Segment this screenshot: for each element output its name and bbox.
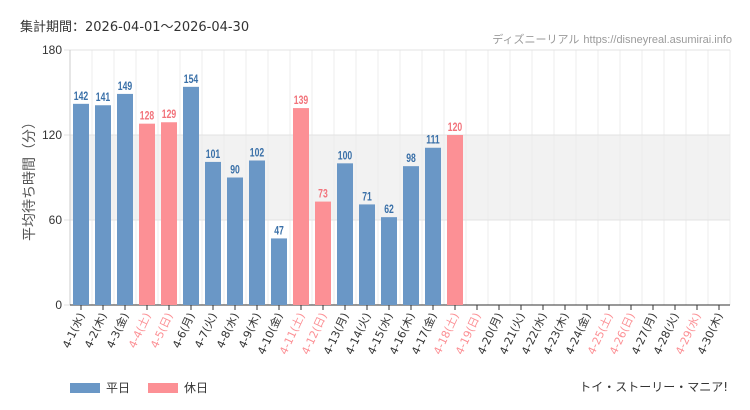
bar xyxy=(205,161,221,305)
legend-item-weekday[interactable]: 平日 xyxy=(70,379,130,396)
bar-value-label: 149 xyxy=(118,81,133,94)
period-label: 集計期間：2026-04-01～2026-04-30 xyxy=(20,20,250,35)
legend: 平日 休日 xyxy=(70,379,208,396)
attraction-name: トイ・ストーリー・マニア! xyxy=(579,380,728,394)
bar-value-label: 90 xyxy=(230,164,240,177)
bar-value-label: 120 xyxy=(448,122,463,135)
legend-swatch-holiday xyxy=(148,382,179,393)
bar-value-label: 98 xyxy=(406,153,416,166)
site-credit[interactable]: ディズニーリアル https://disneyreal.asumirai.info xyxy=(492,31,732,47)
bar-value-label: 71 xyxy=(362,191,372,204)
bar xyxy=(271,238,287,305)
bar xyxy=(381,217,397,305)
bar xyxy=(139,123,155,306)
bar-value-label: 142 xyxy=(74,91,89,104)
bar-value-label: 47 xyxy=(274,225,284,238)
bar xyxy=(249,160,265,305)
bar-value-label: 102 xyxy=(250,147,265,160)
bar xyxy=(359,204,375,305)
legend-label-holiday: 休日 xyxy=(184,381,209,395)
bar xyxy=(293,108,309,305)
bar-value-label: 62 xyxy=(384,204,394,217)
bar-value-label: 101 xyxy=(206,149,221,162)
y-tick-label: 180 xyxy=(42,43,62,57)
bar-value-label: 129 xyxy=(162,109,177,122)
bar-value-label: 141 xyxy=(96,92,111,105)
bar xyxy=(161,122,177,305)
bar xyxy=(227,177,243,305)
bar-value-label: 111 xyxy=(426,135,440,148)
bar xyxy=(117,93,133,306)
bar xyxy=(73,103,89,305)
bar-value-label: 139 xyxy=(294,95,309,108)
bar xyxy=(403,166,419,305)
bar xyxy=(425,147,441,305)
y-tick-label: 0 xyxy=(55,298,62,312)
bar xyxy=(315,201,331,305)
legend-swatch-weekday xyxy=(70,382,100,393)
bar xyxy=(95,105,111,305)
bar-value-label: 128 xyxy=(140,110,155,123)
site-url[interactable]: https://disneyreal.asumirai.info xyxy=(583,34,732,46)
bar-value-label: 100 xyxy=(338,150,353,163)
site-name: ディズニーリアル xyxy=(492,34,580,46)
y-tick-label: 120 xyxy=(42,128,62,142)
bar xyxy=(447,135,463,305)
y-axis-title: 平均待ち時間（分） xyxy=(22,115,38,241)
bar-value-label: 73 xyxy=(318,188,328,201)
bar xyxy=(183,86,199,305)
bar xyxy=(337,163,353,305)
bar-value-label: 154 xyxy=(184,74,199,87)
y-tick-label: 60 xyxy=(49,213,63,227)
legend-label-weekday: 平日 xyxy=(106,381,131,395)
legend-item-holiday[interactable]: 休日 xyxy=(148,379,208,396)
